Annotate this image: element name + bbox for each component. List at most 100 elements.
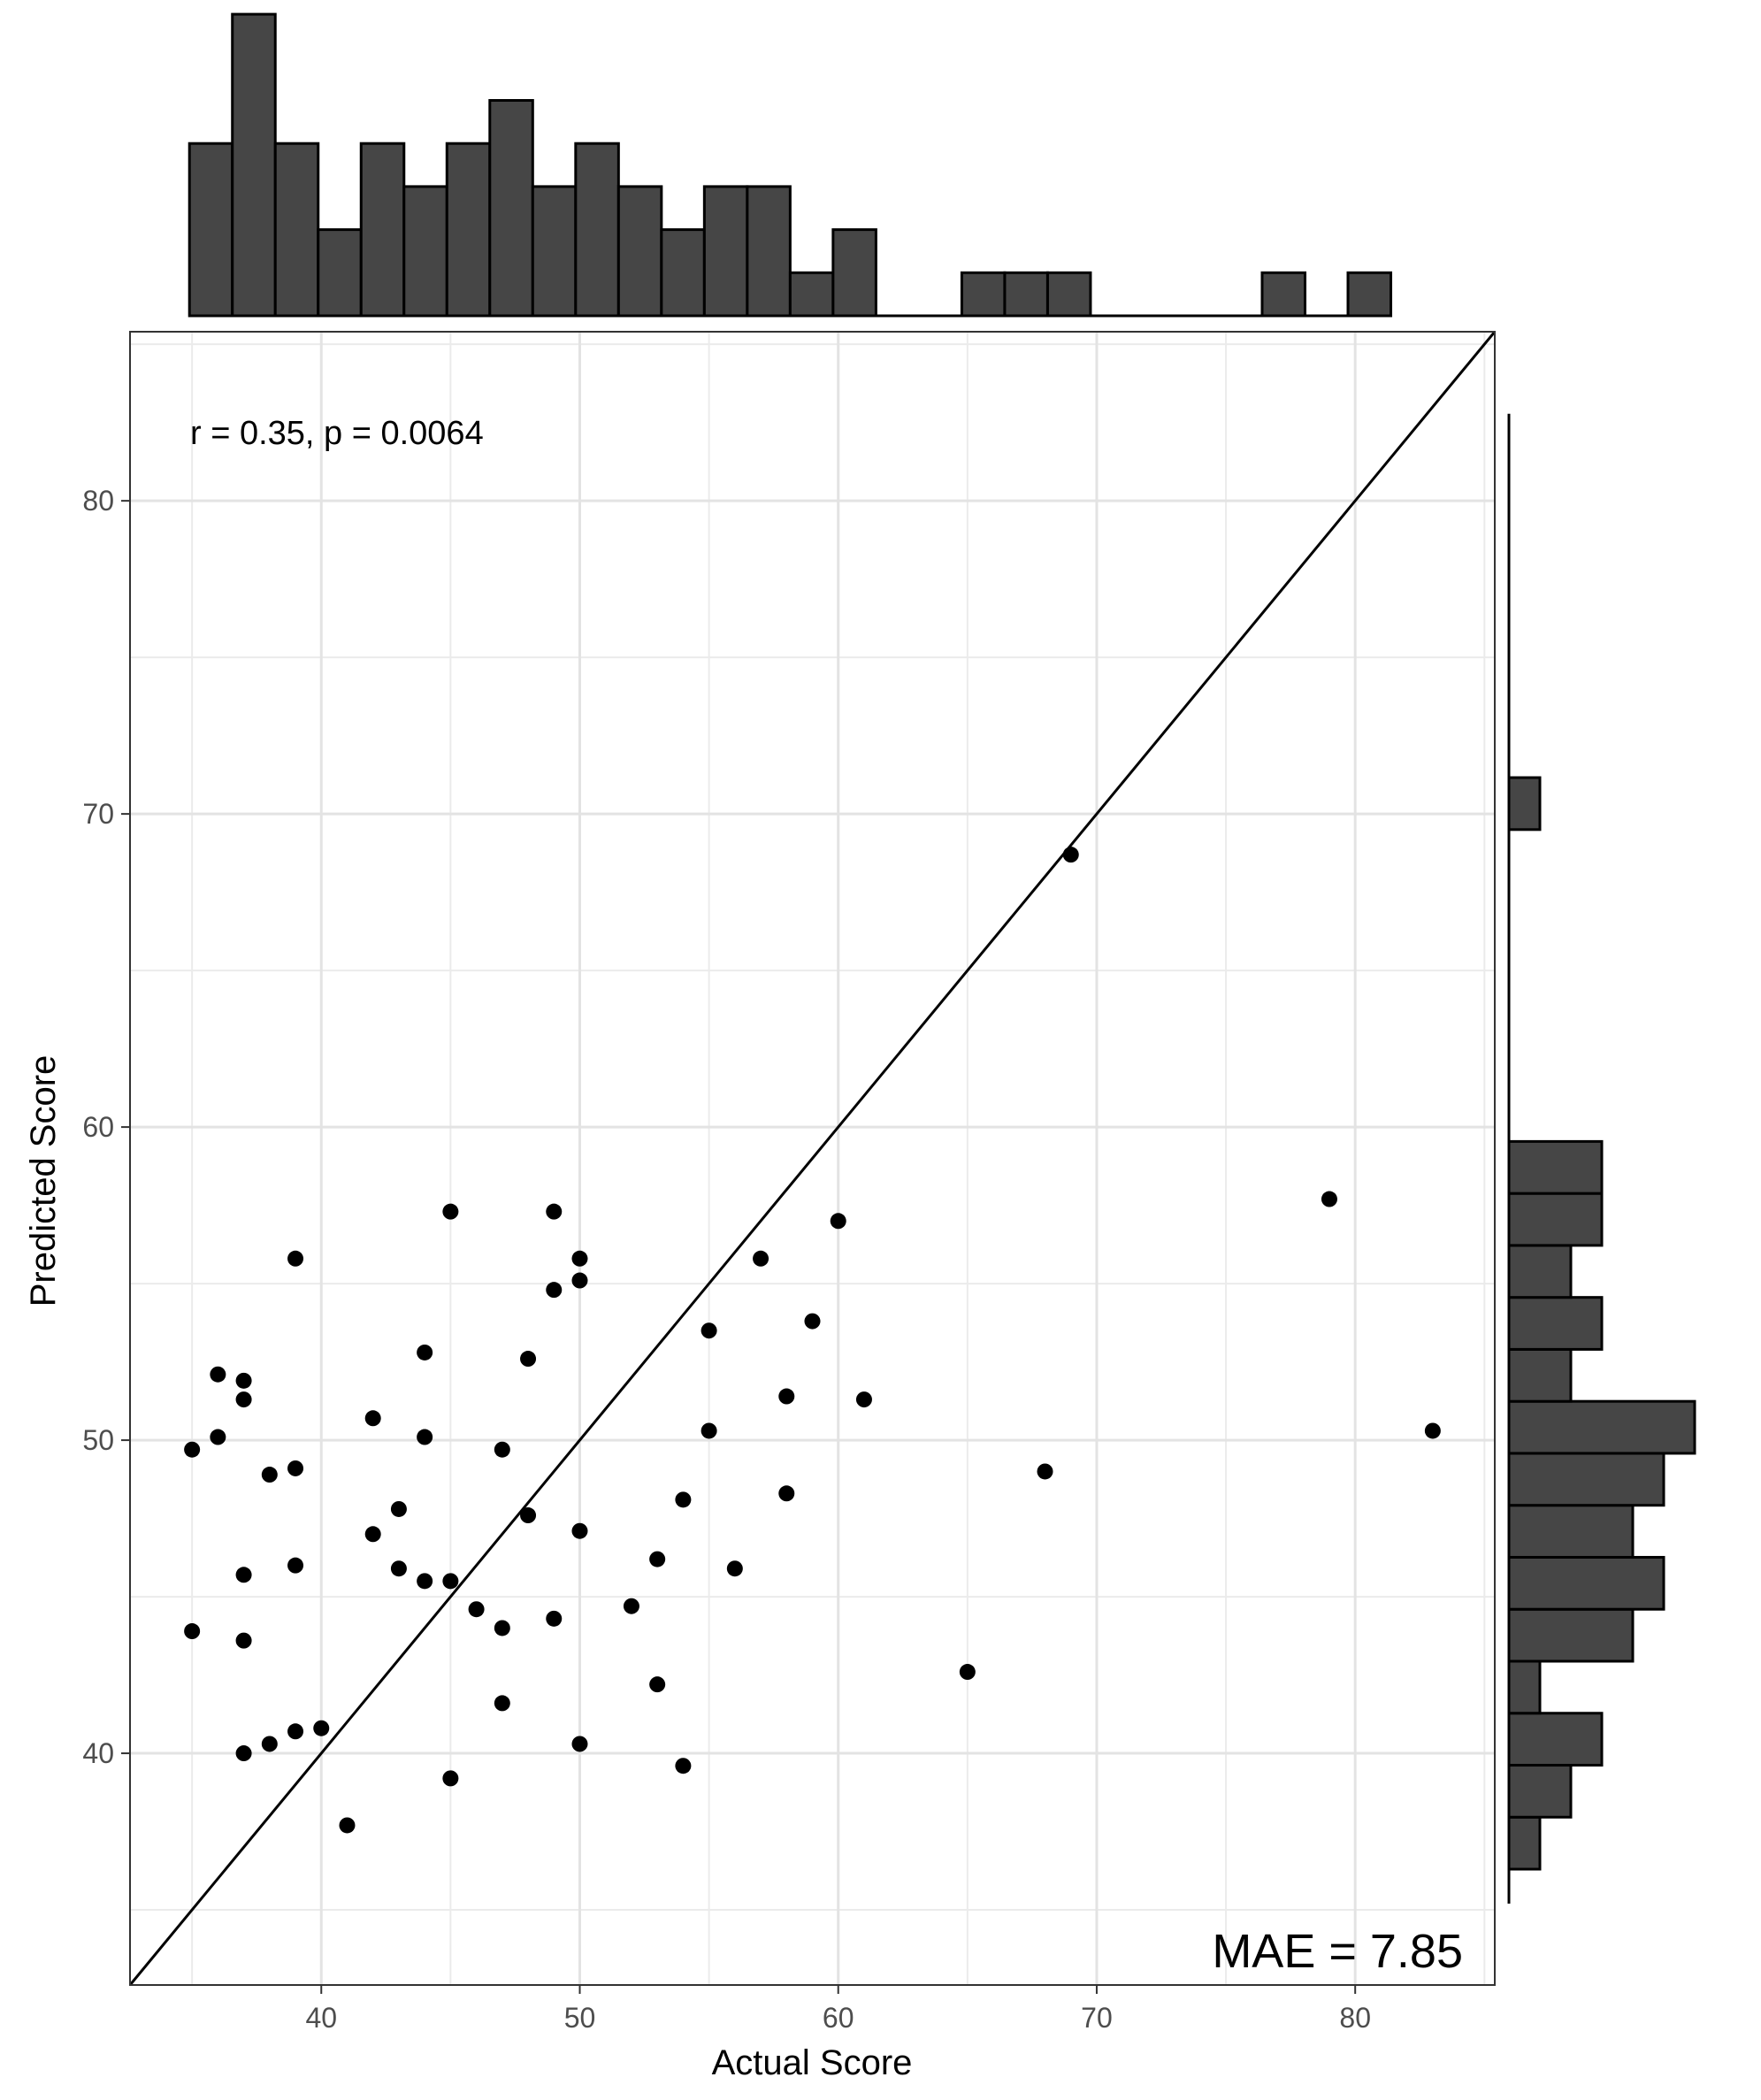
- data-point: [571, 1522, 588, 1539]
- x-histogram-bar: [273, 142, 320, 318]
- y-histogram-bar: [1507, 1296, 1604, 1351]
- x-histogram-bar: [746, 185, 792, 318]
- data-point: [184, 1623, 201, 1640]
- data-point: [235, 1391, 252, 1408]
- x-histogram-bar: [1045, 271, 1092, 318]
- x-histogram-bar: [574, 142, 620, 318]
- y-tick-label: 60: [82, 1111, 114, 1143]
- y-axis: 40 50 60 70 80: [82, 485, 130, 1769]
- y-histogram-bar: [1507, 1452, 1665, 1507]
- data-point: [468, 1601, 485, 1618]
- data-point: [1062, 847, 1079, 863]
- correlation-annotation: r = 0.35, p = 0.0064: [190, 415, 484, 452]
- x-histogram-bar: [616, 185, 663, 318]
- top-marginal-histogram: [188, 12, 1393, 318]
- data-point: [778, 1485, 795, 1502]
- x-histogram-bar: [1346, 271, 1393, 318]
- x-histogram-bar: [359, 142, 406, 318]
- data-point: [623, 1598, 639, 1614]
- x-histogram-bar: [231, 12, 277, 318]
- data-point: [235, 1372, 252, 1389]
- data-point: [210, 1366, 226, 1383]
- data-point: [417, 1573, 433, 1590]
- scatter-panel: [128, 331, 1497, 1986]
- panel-border: [129, 331, 1496, 1986]
- x-histogram-bar: [960, 271, 1007, 318]
- y-tick-label: 50: [82, 1424, 114, 1456]
- grid-lines: [130, 332, 1495, 1985]
- data-point: [442, 1203, 459, 1220]
- x-histogram-bar: [445, 142, 492, 318]
- x-histogram-bar: [317, 228, 363, 318]
- data-point: [235, 1745, 252, 1762]
- x-histogram-bar: [402, 185, 448, 318]
- y-histogram-bar: [1507, 1555, 1665, 1611]
- data-point: [210, 1429, 226, 1445]
- data-point: [390, 1560, 407, 1577]
- data-point: [390, 1500, 407, 1517]
- mae-annotation: MAE = 7.85: [1212, 1925, 1463, 1978]
- identity-reference-line: [128, 331, 1497, 1986]
- x-axis: 40 50 60 70 80: [305, 1985, 1371, 2034]
- x-histogram-bar: [702, 185, 749, 318]
- data-point: [649, 1676, 666, 1693]
- data-point: [701, 1322, 717, 1339]
- y-axis-title: Predicted Score: [24, 1055, 63, 1307]
- data-point: [1321, 1191, 1337, 1207]
- y-histogram-bar: [1507, 1607, 1635, 1663]
- data-point: [287, 1557, 304, 1574]
- data-point: [442, 1770, 459, 1787]
- data-point: [287, 1250, 304, 1267]
- data-point: [959, 1664, 976, 1681]
- data-point: [287, 1723, 304, 1740]
- data-point: [494, 1441, 510, 1458]
- x-histogram-bar: [660, 228, 706, 318]
- data-point: [287, 1460, 304, 1476]
- x-tick-label: 40: [305, 2002, 337, 2034]
- y-histogram-bar: [1507, 1764, 1573, 1819]
- data-point: [1037, 1463, 1053, 1480]
- x-tick-label: 60: [823, 2002, 854, 2034]
- data-point: [417, 1429, 433, 1445]
- y-tick-label: 40: [82, 1737, 114, 1769]
- data-point: [364, 1526, 381, 1543]
- data-point: [520, 1351, 537, 1368]
- x-tick-label: 50: [564, 2002, 596, 2034]
- data-point: [675, 1491, 692, 1508]
- x-histogram-bar: [488, 99, 534, 318]
- data-point: [701, 1422, 717, 1439]
- data-point: [235, 1632, 252, 1649]
- data-point: [804, 1313, 821, 1330]
- x-histogram-bar: [1260, 271, 1306, 318]
- y-histogram-bar: [1507, 776, 1542, 832]
- data-point: [417, 1344, 433, 1360]
- y-histogram-bar: [1507, 1192, 1604, 1247]
- data-point: [675, 1758, 692, 1774]
- data-point: [364, 1410, 381, 1427]
- data-point: [546, 1282, 563, 1299]
- y-histogram-bar: [1507, 1139, 1604, 1195]
- right-marginal-histogram: [1507, 413, 1696, 1904]
- data-point: [442, 1573, 459, 1590]
- x-histogram-bar: [531, 185, 578, 318]
- x-axis-title: Actual Score: [712, 2043, 913, 2082]
- data-point: [571, 1736, 588, 1752]
- data-point: [855, 1391, 872, 1408]
- data-point: [571, 1272, 588, 1289]
- data-point: [235, 1567, 252, 1583]
- data-point: [546, 1610, 563, 1627]
- data-point: [261, 1467, 278, 1483]
- data-points: [184, 847, 1441, 1834]
- y-histogram-bar: [1507, 1815, 1542, 1871]
- y-histogram-bar: [1507, 1244, 1573, 1299]
- data-point: [546, 1203, 563, 1220]
- y-tick-label: 80: [82, 485, 114, 517]
- x-histogram-bar: [788, 271, 835, 318]
- x-histogram-bar: [1003, 271, 1049, 318]
- data-point: [753, 1250, 769, 1267]
- x-tick-label: 80: [1339, 2002, 1371, 2034]
- data-point: [571, 1250, 588, 1267]
- data-point: [184, 1441, 201, 1458]
- y-histogram-bar: [1507, 1712, 1604, 1767]
